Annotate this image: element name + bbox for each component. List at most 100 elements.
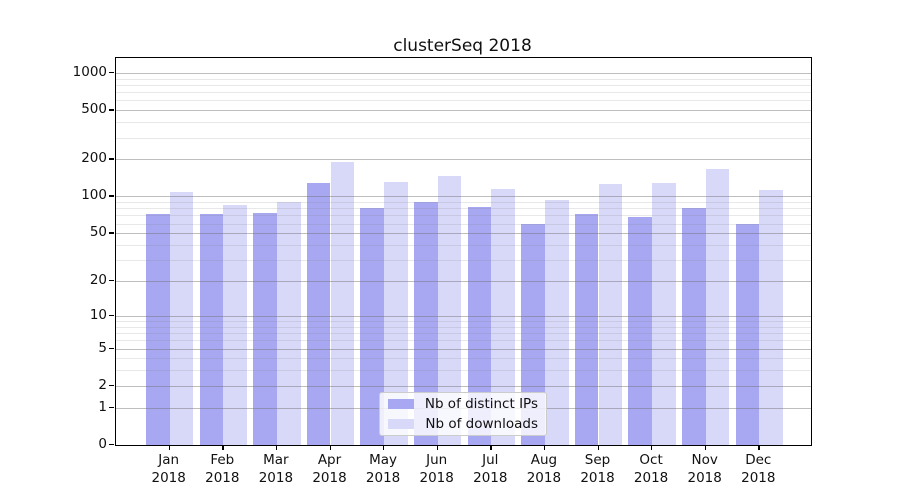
bar-distinct-ips [628,216,653,445]
x-tick-month: Jun [426,452,448,468]
y-tick-mark [109,444,114,446]
major-gridline [116,196,811,198]
x-tick-month: Feb [210,452,235,468]
minor-gridline [116,370,811,372]
minor-gridline [116,122,811,124]
x-tick-year: 2018 [151,470,186,486]
x-tick-mark [490,445,492,450]
x-tick-mark [383,445,385,450]
x-tick-mark [168,445,171,450]
x-tick-label: Jun 2018 [405,451,469,487]
bar-distinct-ips [145,213,170,445]
x-tick-month: May [369,452,398,468]
bar-distinct-ips [574,213,599,445]
minor-gridline [116,358,811,360]
x-tick-mark [651,445,653,450]
x-tick-mark [329,445,331,450]
y-tick-label: 200 [81,150,107,167]
bar-distinct-ips [521,223,545,445]
y-tick-label: 500 [81,101,107,118]
y-tick-mark [109,384,114,387]
y-tick-mark [109,71,114,74]
minor-gridline [116,326,811,328]
y-tick-mark [109,158,114,160]
x-tick-mark [704,445,707,450]
y-tick-label: 0 [98,436,107,452]
minor-gridline [116,92,811,94]
bar-downloads [652,183,676,445]
bar-downloads [169,192,194,445]
bar-distinct-ips [735,223,760,445]
minor-gridline [116,223,811,225]
x-tick-month: Apr [317,452,342,468]
x-tick-year: 2018 [526,470,562,486]
x-tick-label: Apr 2018 [298,451,362,487]
major-gridline [116,385,811,387]
y-tick-mark [109,232,114,234]
x-tick-month: Sep [584,452,611,468]
bar-distinct-ips [253,212,277,445]
x-tick-year: 2018 [473,470,508,486]
bar-distinct-ips [467,207,492,445]
y-tick-mark [109,406,114,409]
major-gridline [116,233,811,235]
legend-label: Nb of downloads [425,416,538,432]
minor-gridline [116,245,811,246]
x-tick-label: Jan 2018 [137,451,201,487]
x-tick-label: Oct 2018 [619,451,683,487]
x-tick-month: Oct [639,452,663,468]
legend-swatch-ips [388,399,414,409]
bar-downloads [705,169,730,445]
x-tick-mark [275,445,278,450]
x-tick-mark [597,445,599,450]
bar-distinct-ips [199,213,224,445]
x-tick-year: 2018 [205,470,240,486]
x-tick-month: Dec [745,452,772,468]
x-tick-month: Jan [158,452,180,468]
bar-distinct-ips [681,207,706,445]
y-tick-label: 2 [98,376,107,393]
bar-downloads [276,201,301,445]
y-tick-mark [109,314,114,317]
x-tick-month: Mar [263,452,289,468]
x-tick-mark [222,445,224,450]
minor-gridline [116,202,811,204]
y-tick-label: 1000 [72,63,107,80]
legend-label: Nb of distinct IPs [424,396,538,412]
legend: Nb of distinct IPs Nb of downloads [379,392,547,436]
y-tick-label: 20 [89,272,107,289]
x-tick-label: Feb 2018 [190,451,254,487]
x-tick-mark [436,445,439,450]
major-gridline [116,159,811,161]
legend-swatch-downloads [388,419,414,429]
x-tick-label: Jul 2018 [458,451,522,487]
x-tick-mark [543,445,546,450]
bar-downloads [598,184,623,445]
major-gridline [116,110,811,112]
bar-distinct-ips [413,202,438,445]
minor-gridline [116,260,811,262]
minor-gridline [116,78,811,80]
x-tick-label: Aug 2018 [512,451,576,487]
x-tick-year: 2018 [687,470,722,486]
major-gridline [116,348,811,350]
y-tick-label: 100 [81,187,107,204]
y-tick-label: 10 [89,306,107,323]
x-tick-label: Dec 2018 [726,451,790,487]
minor-gridline [116,84,811,86]
y-tick-mark [109,280,114,282]
y-tick-label: 5 [98,339,107,356]
minor-gridline [116,340,811,342]
y-tick-mark [109,195,114,197]
major-gridline [116,315,811,317]
x-tick-year: 2018 [365,470,401,486]
minor-gridline [116,321,811,322]
legend-item-distinct-ips: Nb of distinct IPs [388,396,538,412]
minor-gridline [116,215,811,217]
x-tick-label: Nov 2018 [673,451,737,487]
x-tick-label: Sep 2018 [566,451,630,487]
bar-downloads [330,162,355,445]
x-tick-month: Aug [530,452,558,468]
x-tick-year: 2018 [312,470,347,486]
